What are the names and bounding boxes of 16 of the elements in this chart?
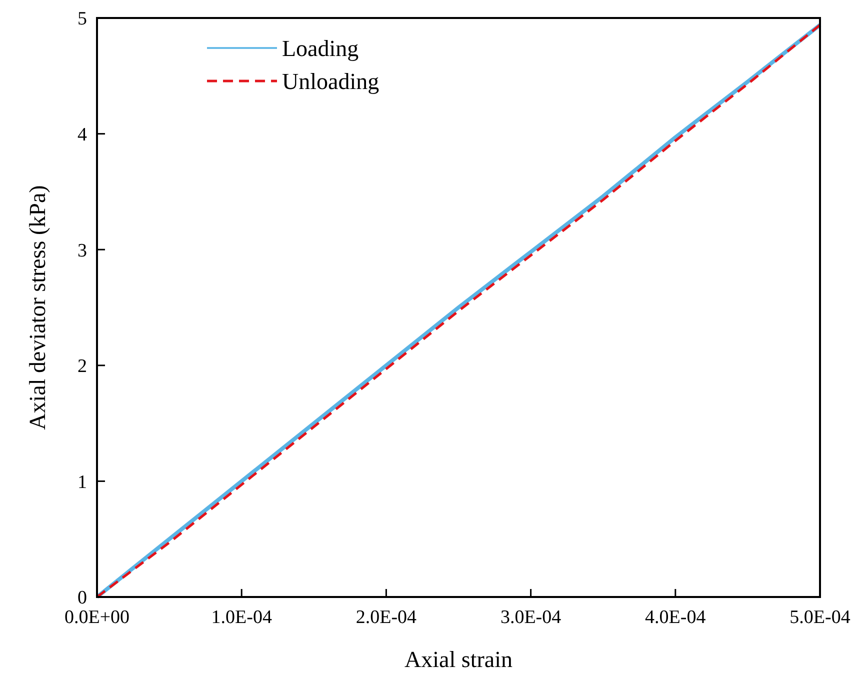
legend-label: Unloading	[282, 69, 380, 94]
x-tick-label: 1.0E-04	[211, 607, 272, 628]
y-tick-label: 3	[78, 240, 87, 262]
y-tick-label: 4	[78, 124, 88, 146]
y-tick-label: 1	[78, 472, 87, 493]
y-axis-title: Axial deviator stress (kPa)	[25, 185, 50, 430]
x-tick-label: 0.0E+00	[64, 607, 130, 628]
x-tick-label: 3.0E-04	[500, 607, 562, 628]
x-tick-label: 5.0E-04	[790, 607, 851, 628]
x-tick-label: 2.0E-04	[356, 607, 418, 628]
x-tick-label: 4.0E-04	[645, 607, 706, 628]
x-axis-title: Axial strain	[404, 647, 513, 672]
y-tick-label: 2	[78, 356, 87, 378]
legend-label: Loading	[282, 36, 360, 62]
y-tick-label: 0	[78, 588, 87, 609]
y-tick-label: 5	[78, 8, 87, 30]
